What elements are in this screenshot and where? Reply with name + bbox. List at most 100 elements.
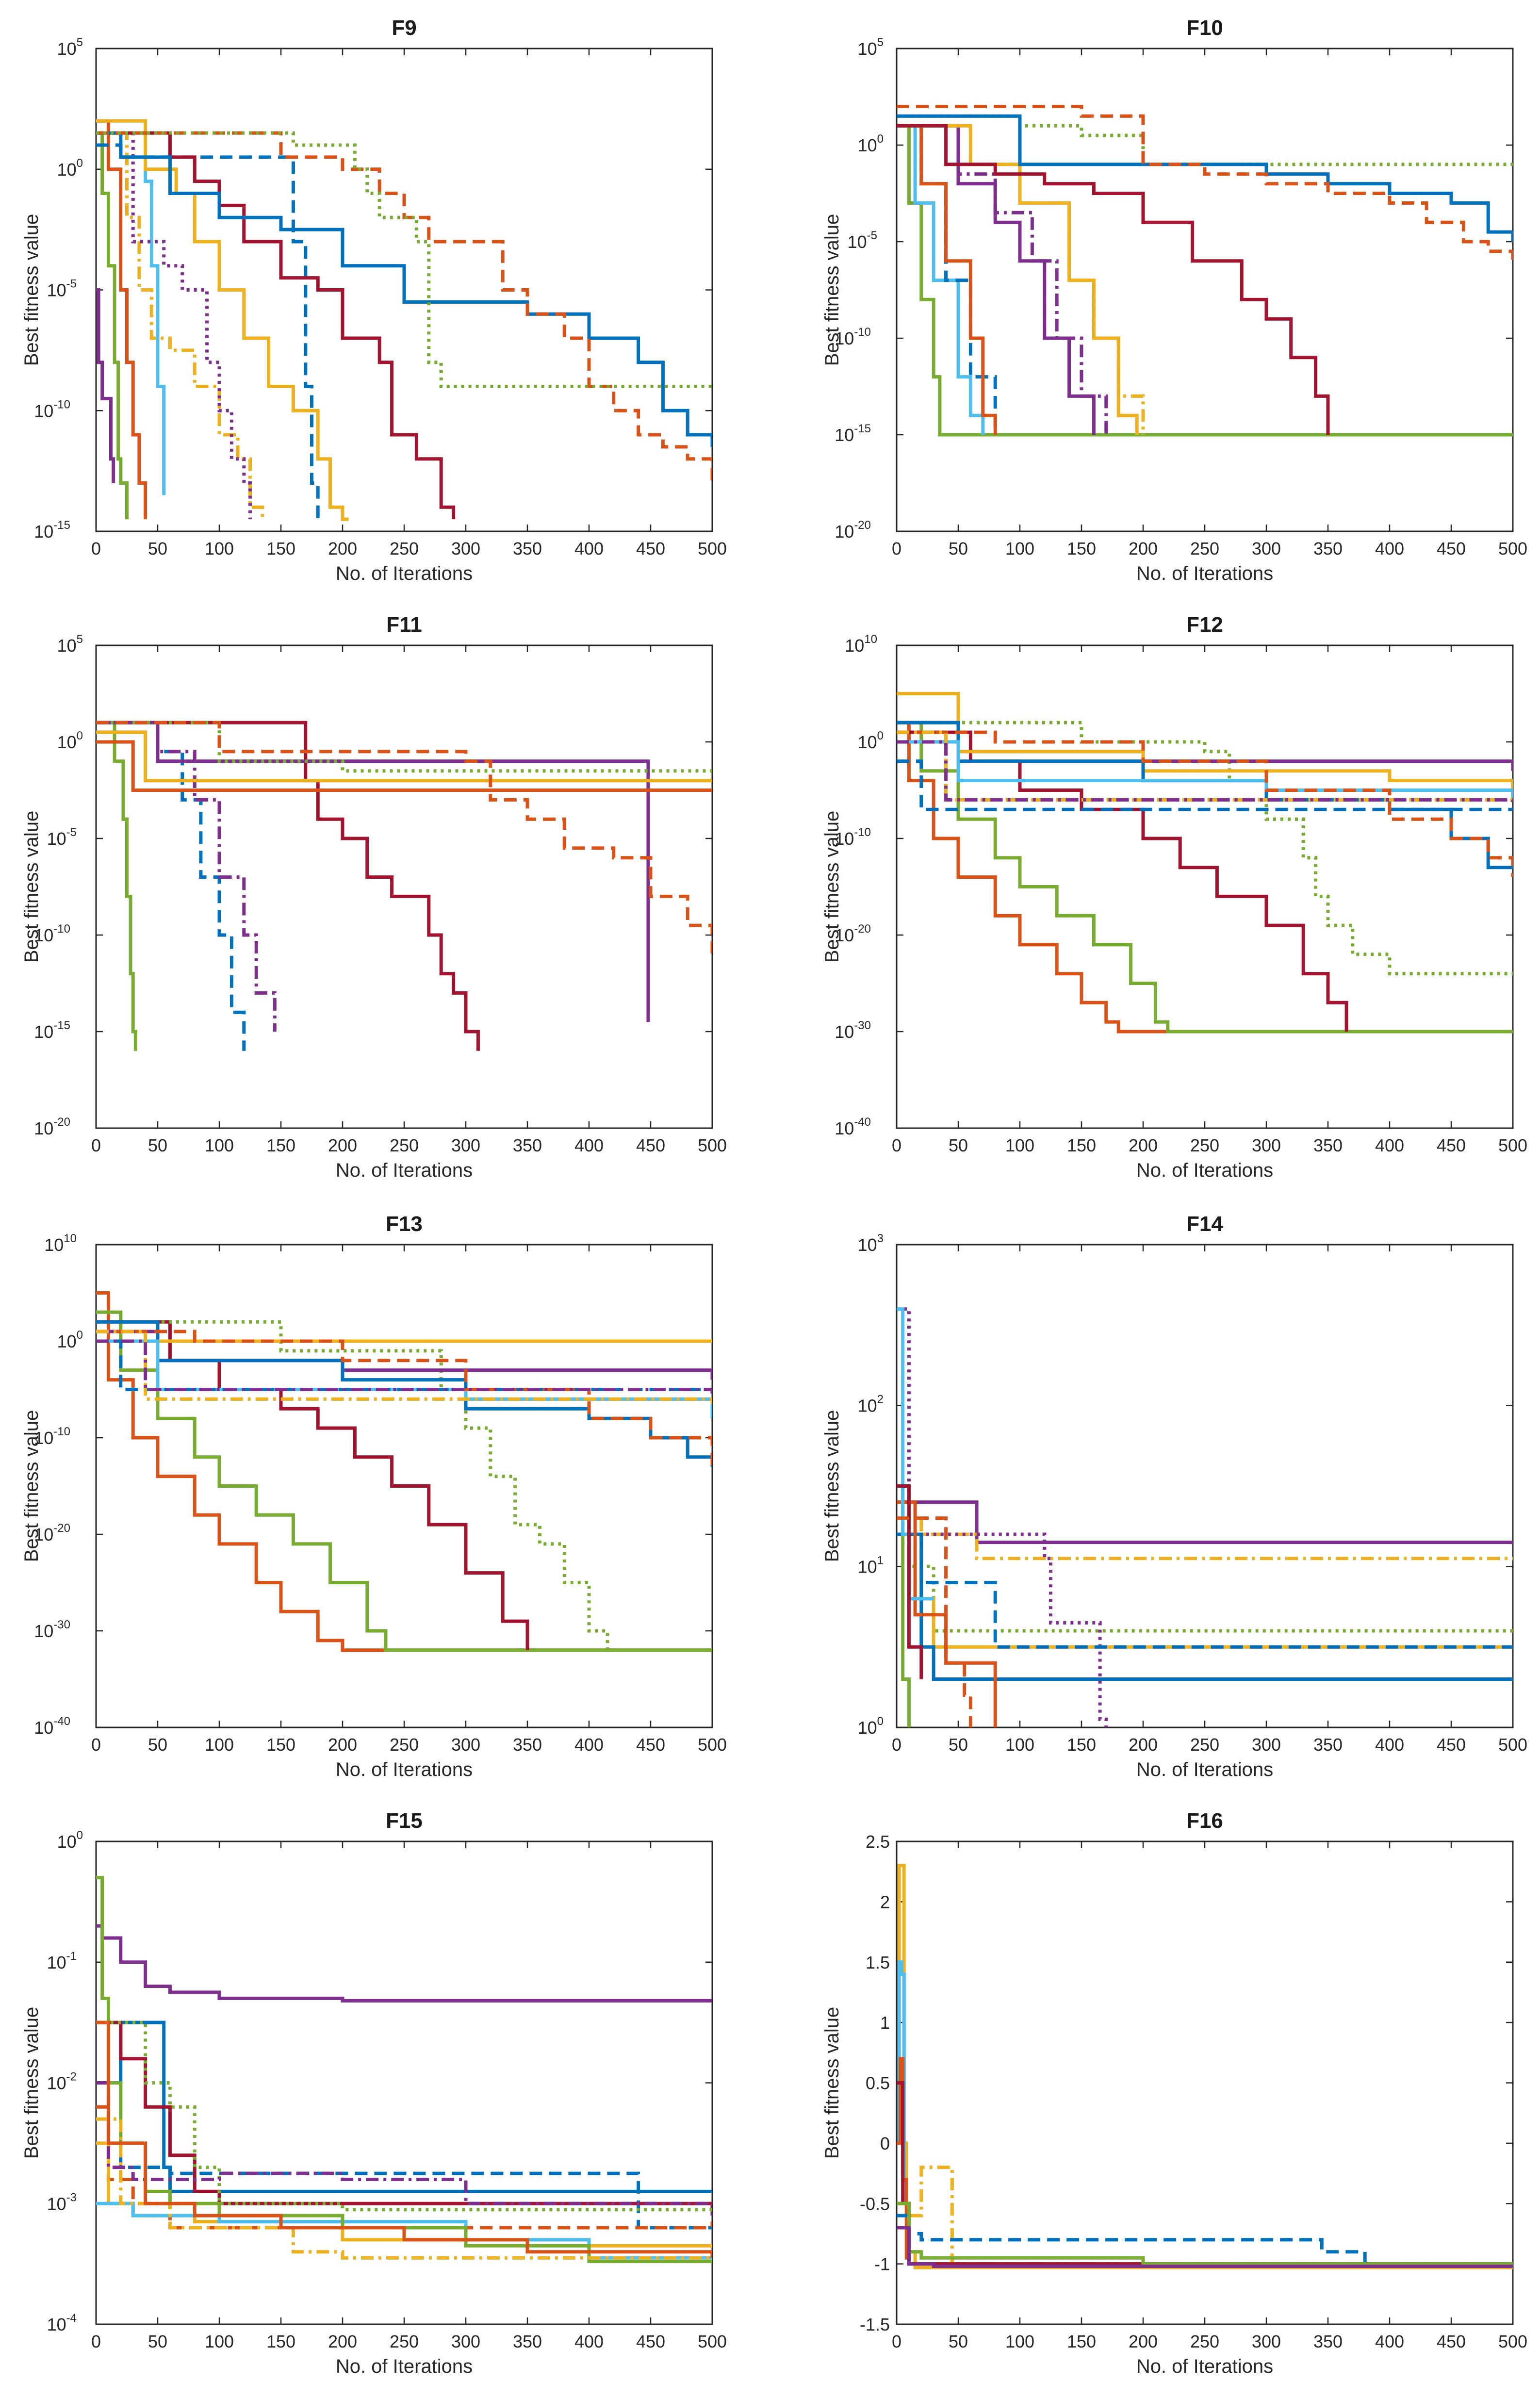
x-tick-label: 100 (1005, 2332, 1034, 2351)
chart-title: F13 (386, 1212, 423, 1236)
series-line-F13-s11 (96, 1330, 712, 1404)
x-tick-label: 250 (390, 539, 419, 558)
series-line-F11-s7 (96, 730, 712, 783)
series-line-F9-s11 (96, 131, 712, 483)
x-tick-label: 200 (328, 1735, 357, 1755)
y-tick-label: 2.5 (866, 1832, 890, 1852)
series-line-F9-s5 (96, 131, 264, 520)
x-tick-label: 250 (1190, 2332, 1219, 2351)
x-tick-label: 400 (1375, 1735, 1404, 1755)
x-tick-label: 0 (892, 539, 901, 558)
chart-title: F11 (386, 613, 422, 637)
plot-area (95, 1840, 713, 2325)
series-line-F15-s4 (96, 2020, 712, 2210)
x-tick-label: 300 (451, 1135, 480, 1155)
y-tick-label: 100 (858, 132, 884, 155)
series-line-F14-s7 (897, 1532, 1513, 1649)
x-tick-label: 400 (574, 539, 604, 558)
y-tick-label: 10-40 (34, 1715, 70, 1738)
x-tick-label: 0 (91, 1735, 101, 1755)
series-line-F10-s9 (897, 124, 1330, 435)
x-tick-label: 300 (1252, 1135, 1281, 1155)
series-line-F12-s11 (897, 730, 1513, 802)
y-tick-label: 10-5 (848, 229, 877, 252)
x-tick-label: 300 (451, 539, 480, 558)
series-line-F16-s7 (897, 2201, 1513, 2268)
series-line-F14-s9 (897, 1500, 997, 1727)
x-tick-label: 250 (390, 2332, 419, 2351)
y-tick-label: 10-1 (47, 1950, 77, 1972)
x-tick-label: 400 (1375, 2332, 1404, 2351)
x-tick-label: 100 (205, 1735, 234, 1755)
x-tick-label: 200 (328, 1135, 357, 1155)
x-tick-label: 200 (1129, 539, 1158, 558)
chart-F15: F15 0 50 100 150 200 250 300 350 400 450 500 10-4 10-… (21, 1809, 727, 2377)
x-tick-label: 100 (205, 1135, 234, 1155)
x-tick-label: 350 (1313, 1735, 1343, 1755)
y-axis-label: Best fitness value (821, 214, 843, 366)
chart-F14: F14 0 50 100 150 200 250 300 350 400 450 500 100 101 1… (821, 1212, 1527, 1780)
series-line-F10-s1 (897, 124, 1513, 437)
series-line-F12-s4 (897, 721, 1513, 976)
series-line-F15-s1 (96, 1924, 712, 2003)
x-tick-label: 0 (892, 2332, 901, 2351)
series-line-F10-s4 (897, 124, 997, 435)
series-line-F10-s5 (897, 124, 1096, 435)
y-tick-label: 100 (57, 1329, 83, 1351)
x-tick-label: 50 (148, 1735, 167, 1755)
y-tick-label: 0 (880, 2134, 890, 2153)
x-tick-label: 300 (1252, 2332, 1281, 2351)
x-axis-label: No. of Iterations (1136, 563, 1273, 584)
series-line-F12-s1 (897, 721, 1513, 1034)
y-tick-label: 100 (858, 729, 884, 752)
series-line-F15-s9 (96, 1876, 712, 2264)
x-tick-label: 350 (513, 2332, 542, 2351)
series-line-F11-s4 (96, 721, 480, 1051)
y-tick-label: 1010 (44, 1232, 77, 1255)
y-axis-label: Best fitness value (821, 1410, 843, 1562)
y-axis-label: Best fitness value (21, 811, 42, 963)
x-tick-label: 200 (328, 539, 357, 558)
x-tick-label: 500 (698, 1135, 727, 1155)
x-tick-label: 450 (1437, 1735, 1466, 1755)
x-tick-label: 100 (1005, 1135, 1034, 1155)
x-tick-label: 350 (1313, 1135, 1343, 1155)
y-tick-label: 100 (57, 729, 83, 752)
y-tick-label: 105 (57, 36, 83, 59)
y-axis-label: Best fitness value (821, 811, 843, 963)
y-tick-label: 10-20 (835, 519, 871, 542)
x-tick-label: 150 (1067, 539, 1096, 558)
x-tick-label: 450 (636, 1735, 665, 1755)
y-tick-label: 10-15 (34, 1019, 70, 1042)
x-tick-label: 450 (1437, 1135, 1466, 1155)
series-line-F9-s7 (96, 119, 349, 521)
series-line-F15-s3 (96, 2081, 712, 2230)
series-line-F11-s1 (96, 721, 137, 1051)
x-tick-label: 150 (1067, 1735, 1096, 1755)
x-tick-label: 500 (1498, 1735, 1527, 1755)
x-tick-label: 200 (1129, 1735, 1158, 1755)
series-line-F15-s10 (96, 2117, 712, 2260)
series-line-F15-s11 (96, 2081, 712, 2216)
series-line-F11-s2 (96, 721, 246, 1051)
x-tick-label: 50 (148, 539, 167, 558)
x-tick-label: 250 (1190, 539, 1219, 558)
chart-title: F10 (1186, 16, 1223, 40)
series-line-F13-s10 (96, 1330, 712, 1467)
series-line-F9-s6 (96, 131, 252, 520)
x-tick-label: 50 (949, 1735, 968, 1755)
y-tick-label: 100 (57, 1829, 83, 1852)
y-tick-label: 10-20 (34, 1116, 70, 1138)
y-tick-label: 10-5 (47, 826, 77, 849)
x-axis-label: No. of Iterations (1136, 2356, 1273, 2377)
y-tick-label: 2 (880, 1892, 890, 1912)
plot-area (896, 1244, 1514, 1728)
chart-F11: F11 0 50 100 150 200 250 300 350 400 450 500 10-20 10… (21, 613, 727, 1181)
series-line-F12-s9 (897, 759, 1513, 811)
x-tick-label: 0 (91, 1135, 101, 1155)
x-axis-label: No. of Iterations (336, 1160, 473, 1181)
series-line-F14-s11 (897, 1484, 923, 1679)
series-line-F9-s12 (96, 131, 712, 388)
x-tick-label: 200 (328, 2332, 357, 2351)
chart-title: F14 (1186, 1212, 1223, 1236)
